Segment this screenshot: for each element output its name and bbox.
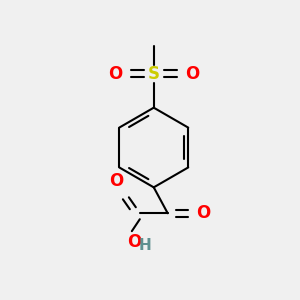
Text: O: O bbox=[108, 65, 122, 83]
Text: O: O bbox=[109, 172, 123, 190]
Text: H: H bbox=[138, 238, 151, 253]
Text: O: O bbox=[185, 65, 199, 83]
Text: O: O bbox=[196, 204, 210, 222]
Text: O: O bbox=[127, 233, 141, 251]
Text: S: S bbox=[148, 65, 160, 83]
